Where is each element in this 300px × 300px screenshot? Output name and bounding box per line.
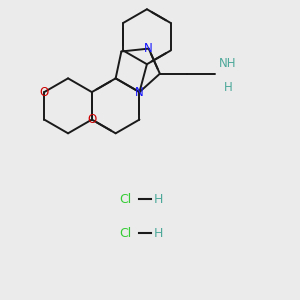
Text: O: O [40, 85, 49, 99]
Text: N: N [144, 42, 153, 55]
Text: Cl: Cl [119, 193, 132, 206]
Text: N: N [135, 85, 144, 99]
Text: Cl: Cl [119, 227, 132, 240]
Text: H: H [154, 227, 164, 240]
Text: O: O [87, 113, 97, 126]
Text: H: H [154, 193, 164, 206]
Text: H: H [224, 81, 233, 94]
Text: NH: NH [219, 57, 236, 70]
